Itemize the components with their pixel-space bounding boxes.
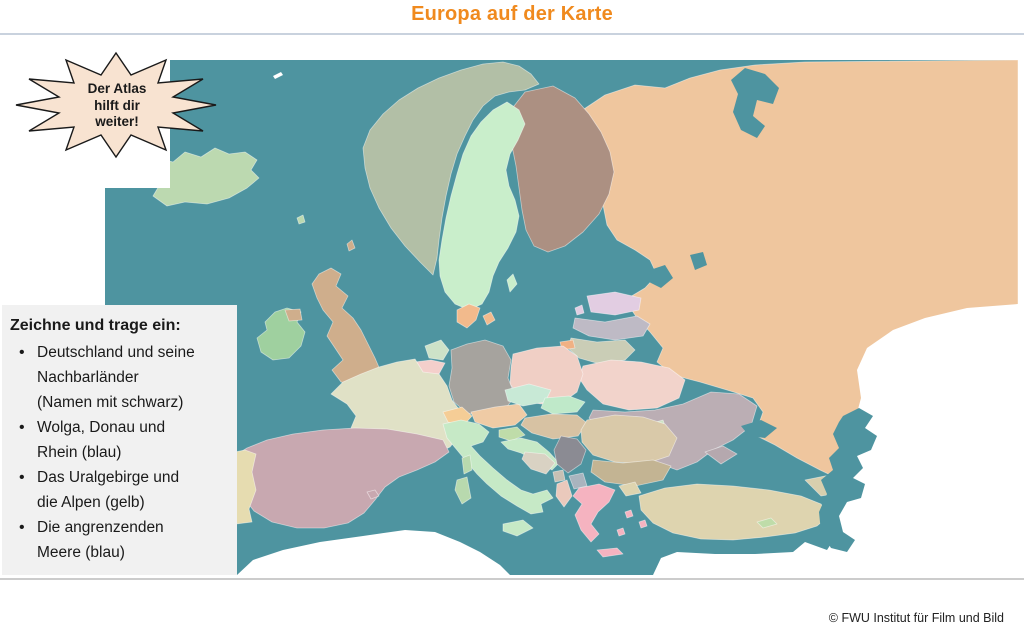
instructions-box: Zeichne und trage ein: Deutschland und s… bbox=[2, 305, 237, 575]
region-greece bbox=[572, 483, 616, 543]
region-denmark bbox=[456, 303, 481, 329]
region-lake-ladoga bbox=[649, 265, 673, 288]
bottom-divider bbox=[0, 578, 1024, 580]
region-netherlands bbox=[424, 339, 450, 361]
europe-map-svg bbox=[105, 60, 1018, 575]
region-italy bbox=[442, 419, 554, 515]
region-aegean-isle-3 bbox=[616, 527, 626, 537]
region-norway bbox=[362, 61, 540, 276]
region-aegean-isle-2 bbox=[638, 519, 648, 529]
region-sardinia bbox=[454, 476, 472, 505]
region-sicily bbox=[502, 519, 534, 537]
region-serbia bbox=[553, 435, 587, 474]
region-northern-ireland bbox=[284, 308, 303, 322]
map-credit: © FWU Institut für Film und Bild bbox=[828, 611, 1004, 625]
region-cyprus bbox=[756, 517, 778, 529]
region-albania bbox=[555, 479, 573, 508]
region-caspian-sea bbox=[819, 408, 877, 552]
region-bulgaria bbox=[590, 459, 672, 487]
region-lake-onega bbox=[690, 252, 707, 270]
starburst-line: hilft dir bbox=[94, 97, 140, 113]
region-crimea bbox=[704, 445, 738, 465]
region-lithuania bbox=[567, 337, 636, 365]
region-montenegro bbox=[552, 469, 566, 483]
region-slovenia bbox=[498, 426, 526, 442]
region-latvia bbox=[572, 315, 651, 341]
region-sea-of-azov bbox=[741, 420, 777, 438]
starburst-line: weiter! bbox=[95, 114, 139, 130]
region-turkish-thrace bbox=[618, 481, 642, 497]
region-shetland bbox=[346, 239, 356, 252]
instruction-item: Wolga, Donau und Rhein (blau) bbox=[10, 415, 229, 465]
region-balearics bbox=[366, 489, 380, 500]
instruction-item: Das Uralgebirge und die Alpen (gelb) bbox=[10, 465, 229, 515]
starburst-shape bbox=[15, 51, 217, 159]
region-denmark-isles bbox=[482, 311, 496, 326]
region-corsica bbox=[461, 454, 473, 475]
region-romania bbox=[580, 414, 678, 465]
region-germany bbox=[448, 339, 516, 418]
region-iceland bbox=[140, 147, 260, 207]
instruction-item: Die angrenzenden Meere (blau) bbox=[10, 515, 229, 565]
top-divider bbox=[0, 33, 1024, 35]
region-crete bbox=[596, 547, 624, 558]
starburst-shape-svg bbox=[15, 51, 217, 159]
region-austria bbox=[470, 403, 528, 429]
region-estonia bbox=[586, 291, 642, 316]
instruction-item: Deutschland und seine Nachbarländer (Nam… bbox=[10, 340, 229, 415]
starburst-text: Der Atlas hilft dir weiter! bbox=[10, 47, 224, 165]
page-title: Europa auf der Karte bbox=[411, 3, 613, 25]
region-finland bbox=[508, 85, 615, 253]
region-faroe bbox=[296, 214, 306, 225]
starburst-line: Der Atlas bbox=[87, 81, 147, 97]
region-hungary bbox=[520, 413, 588, 440]
region-slovakia bbox=[540, 395, 586, 415]
region-aegean-isle-1 bbox=[624, 509, 634, 519]
region-gotland bbox=[506, 273, 518, 293]
region-kazakh-blank bbox=[653, 304, 1018, 575]
region-bosnia bbox=[521, 451, 556, 475]
region-white-sea bbox=[731, 68, 779, 138]
region-spain bbox=[230, 427, 450, 529]
region-turkey bbox=[638, 483, 830, 541]
region-belarus bbox=[578, 359, 686, 411]
europe-map: © FWU Institut für Film und Bild bbox=[105, 60, 1018, 625]
region-jan-mayen bbox=[273, 72, 283, 79]
atlas-starburst: Der Atlas hilft dir weiter! bbox=[10, 47, 224, 165]
region-sweden bbox=[438, 101, 526, 311]
instructions-heading: Zeichne und trage ein: bbox=[10, 317, 181, 334]
region-saaremaa bbox=[574, 304, 585, 316]
instructions-list: Deutschland und seine Nachbarländer (Nam… bbox=[10, 340, 229, 565]
region-africa-blank bbox=[237, 530, 510, 575]
